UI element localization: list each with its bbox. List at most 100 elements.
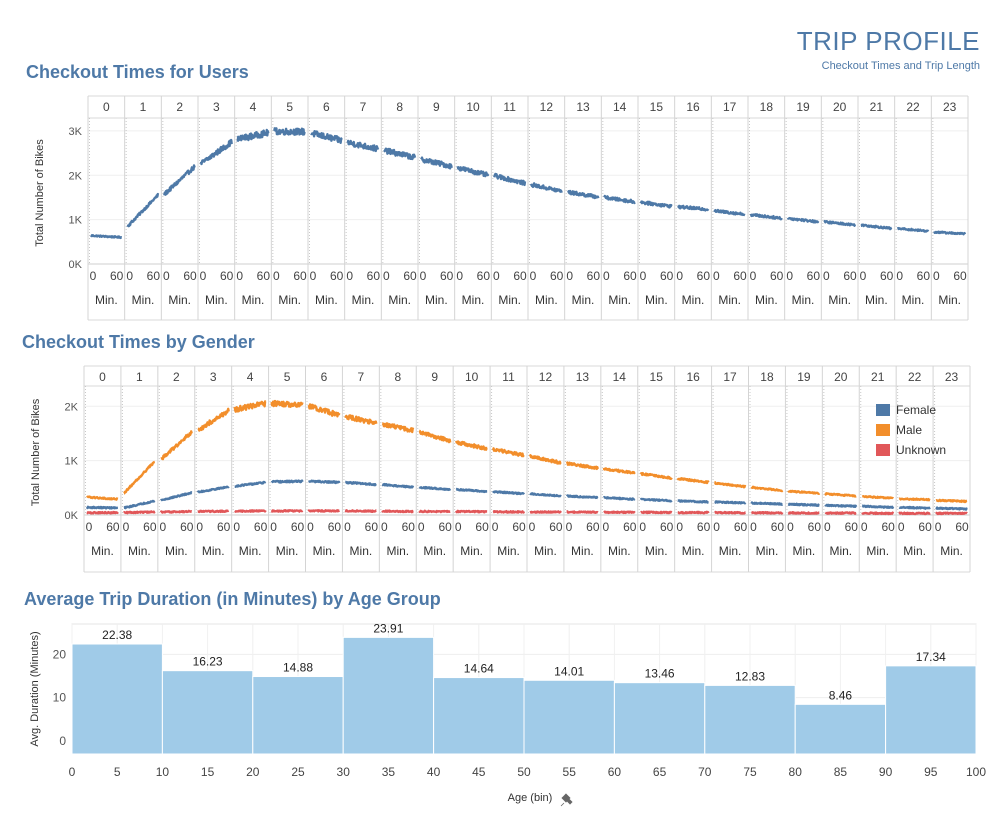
x-unit-label: Min. [572,293,595,307]
male-line-hour-22 [898,497,931,502]
x-unit-label: Min. [608,293,631,307]
age-bar-2 [252,676,344,755]
unknown-line-hour-9 [418,509,451,514]
x-unit-label: Min. [168,293,191,307]
unknown-line-hour-1 [122,510,156,515]
x-tick-label: 60 [770,269,784,283]
x-tick-label: 0 [196,520,203,534]
bar-value-label: 14.64 [464,662,494,676]
unknown-line-hour-18 [750,510,784,515]
x-tick-label: 0 [123,520,130,534]
x-axis-title: Age (bin) [508,792,553,804]
x-tick-label: 0 [530,269,537,283]
x-unit-label: Min. [386,544,409,558]
x-unit-label: Min. [460,544,483,558]
legend-label: Female [896,403,936,417]
x-tick-label: 40 [427,765,441,779]
hour-column-header: 13 [576,100,590,114]
unknown-line-hour-10 [455,509,488,514]
x-tick-label: 60 [183,269,197,283]
users-line-hour-20 [823,219,857,227]
female-line-hour-13 [565,494,599,500]
x-tick-label: 0 [420,269,427,283]
legend-swatch [876,444,890,456]
unknown-line-hour-17 [713,510,747,515]
users-line-hour-17 [713,208,746,217]
users-line-hour-22 [896,226,930,233]
x-tick-label: 0 [310,269,317,283]
users-section-title: Checkout Times for Users [26,62,249,82]
x-unit-label: Min. [793,544,816,558]
x-unit-label: Min. [239,544,262,558]
x-tick-label: 0 [270,520,277,534]
age-duration-chart: 0 10 20 0 5 10 15 20 25 30 35 40 45 50 55 60 65 70 75 80 85 9… [29,621,986,807]
x-tick-label: 0 [200,269,207,283]
x-unit-label: Min. [534,544,557,558]
users-line-hour-12 [529,182,563,194]
x-unit-label: Min. [829,544,852,558]
x-tick-label: 0 [896,269,903,283]
female-line-hour-10 [455,487,488,494]
bar-value-label: 13.46 [645,667,675,681]
y-tick-label: 10 [53,691,67,705]
age-bar-3 [342,636,435,755]
female-line-hour-11 [492,490,526,496]
hour-column-header: 9 [431,370,438,384]
x-tick-label: 5 [114,765,121,779]
users-line-hour-15 [639,200,673,209]
x-tick-label: 0 [90,269,97,283]
users-line-hour-0 [90,234,123,240]
hour-column-header: 21 [871,370,885,384]
x-tick-label: 60 [254,520,268,534]
female-line-hour-4 [233,480,267,489]
y-tick-label: 2K [69,170,83,182]
x-tick-label: 60 [733,269,747,283]
hour-column-header: 0 [103,100,110,114]
x-unit-label: Min. [132,293,155,307]
x-tick-label: 60 [257,269,271,283]
x-tick-label: 60 [217,520,231,534]
x-tick-label: 60 [291,520,305,534]
female-line-hour-7 [344,480,377,487]
hour-column-header: 9 [433,100,440,114]
female-line-hour-19 [787,502,820,508]
x-unit-label: Min. [828,293,851,307]
x-unit-label: Min. [865,293,888,307]
unknown-line-hour-20 [824,511,857,515]
x-tick-label: 60 [365,520,379,534]
x-unit-label: Min. [755,293,778,307]
y-tick-label: 3K [69,126,83,138]
bar-value-label: 23.91 [373,621,403,635]
hour-column-header: 1 [136,370,143,384]
x-tick-label: 50 [517,765,531,779]
x-tick-label: 90 [879,765,893,779]
x-tick-label: 0 [529,520,536,534]
x-unit-label: Min. [425,293,448,307]
x-tick-label: 60 [143,520,157,534]
female-line-hour-18 [750,501,784,506]
x-tick-label: 60 [955,520,969,534]
y-tick-label: 2K [65,401,79,413]
x-tick-label: 0 [861,520,868,534]
x-tick-label: 60 [330,269,344,283]
x-unit-label: Min. [498,293,521,307]
x-tick-label: 60 [550,269,564,283]
hour-column-header: 16 [686,100,700,114]
x-tick-label: 0 [236,269,243,283]
x-tick-label: 80 [789,765,803,779]
x-tick-label: 60 [623,269,637,283]
page-subtitle: Checkout Times and Trip Length [821,60,980,72]
x-tick-label: 60 [587,269,601,283]
x-unit-label: Min. [350,544,373,558]
female-line-hour-8 [381,482,415,489]
x-tick-label: 60 [697,520,711,534]
hour-column-header: 8 [394,370,401,384]
page-title: TRIP PROFILE [796,26,980,56]
users-line-hour-5 [273,127,306,136]
x-tick-label: 60 [328,520,342,534]
y-axis-title: Avg. Duration (Minutes) [29,631,41,746]
y-axis-title: Total Number of Bikes [34,139,46,247]
hour-column-header: 5 [284,370,291,384]
legend-swatch [876,404,890,416]
female-line-hour-14 [602,495,636,501]
